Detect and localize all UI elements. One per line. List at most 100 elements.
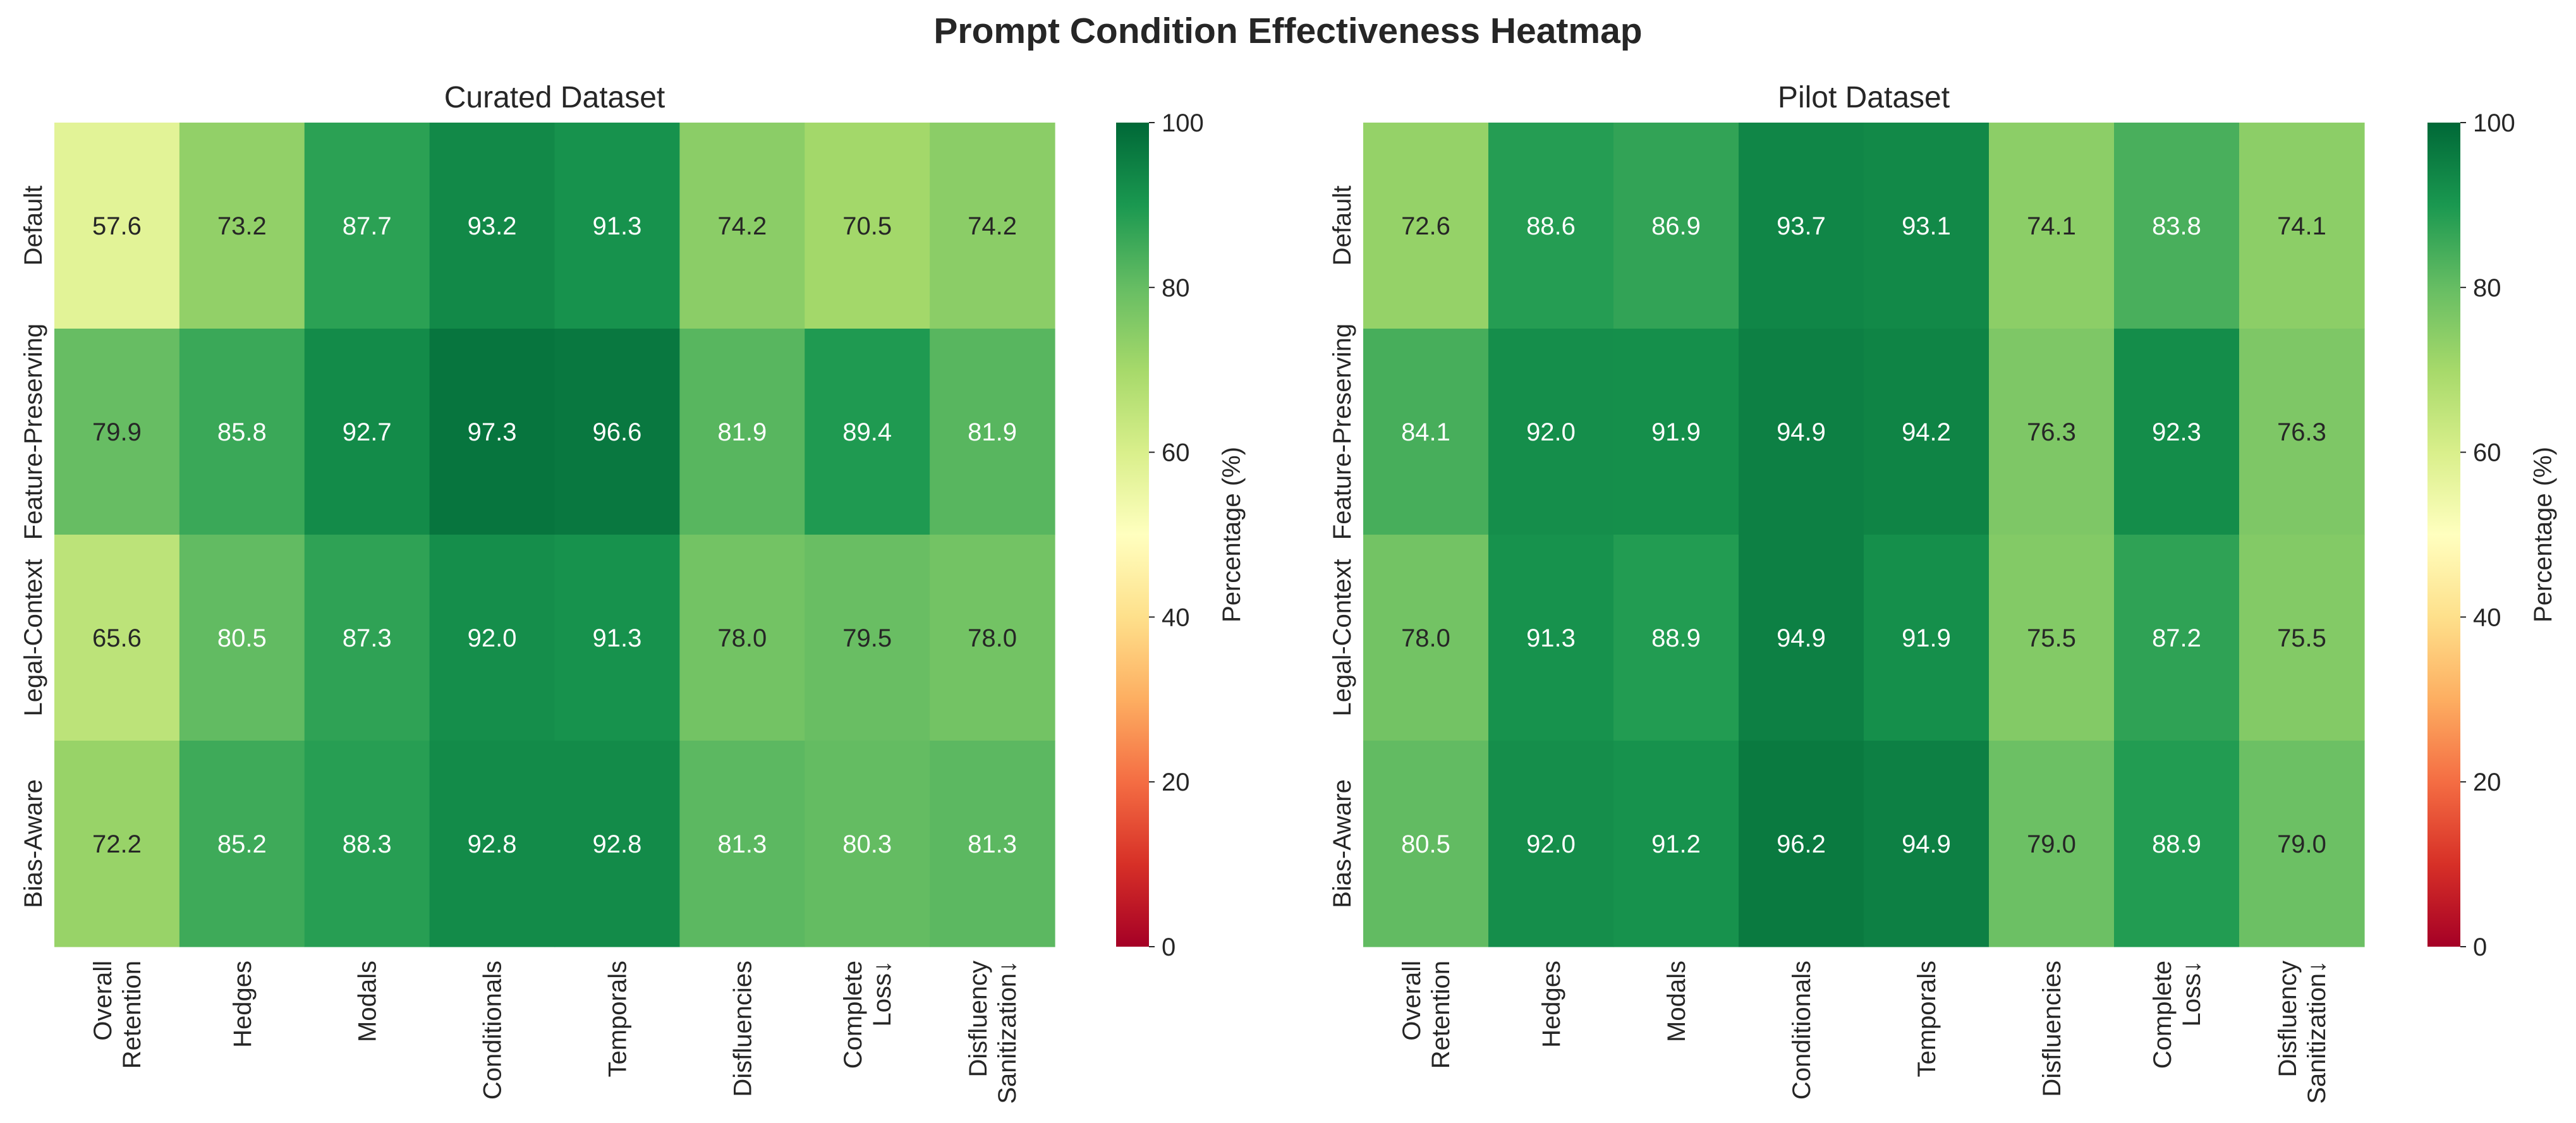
- heatmap-cell: [554, 123, 680, 329]
- heatmap-cell: [179, 535, 305, 741]
- colorbar-label: Percentage (%): [1218, 447, 1246, 622]
- heatmap-cell: [930, 329, 1055, 535]
- row-label: Feature-Preserving: [1328, 324, 1356, 540]
- cell-value-label: 78.0: [1401, 624, 1450, 652]
- cell-value-label: 88.9: [2152, 830, 2201, 858]
- column-label: DisfluencySanitization↓: [2274, 961, 2331, 1104]
- heatmap-cell: [930, 123, 1055, 329]
- colorbar-tick-label: 20: [2473, 768, 2501, 796]
- heatmap-cell: [1864, 741, 1990, 947]
- heatmap-cell: [2114, 123, 2240, 329]
- cell-value-label: 65.6: [92, 624, 142, 652]
- cell-value-label: 57.6: [92, 212, 142, 240]
- heatmap-cell: [1739, 329, 1864, 535]
- heatmap-cell: [1613, 329, 1739, 535]
- heatmap-cell: [1488, 123, 1614, 329]
- heatmap-cell: [679, 741, 805, 947]
- cell-value-label: 87.3: [343, 624, 392, 652]
- heatmap-cell: [679, 329, 805, 535]
- heatmap-panel-1: Curated Dataset 57.6 73.2 87.7 93.2 91.3 74.2 7…: [20, 81, 1246, 1104]
- heatmap-cell: [930, 535, 1055, 741]
- heatmap-cell: [1488, 535, 1614, 741]
- colorbar: [2427, 123, 2460, 947]
- heatmap-cell: [2239, 329, 2365, 535]
- cell-value-label: 97.3: [468, 418, 517, 446]
- cell-value-label: 78.0: [968, 624, 1017, 652]
- heatmap-cell: [1864, 123, 1990, 329]
- heatmap-cell: [54, 123, 180, 329]
- cell-value-label: 94.9: [1777, 418, 1826, 446]
- cell-value-label: 79.9: [92, 418, 142, 446]
- heatmap-cell: [1989, 329, 2115, 535]
- heatmap-cell: [304, 329, 430, 535]
- heatmap-cell: [429, 329, 556, 535]
- cell-value-label: 87.7: [343, 212, 392, 240]
- cell-value-label: 88.6: [1526, 212, 1576, 240]
- column-label: OverallRetention: [1398, 961, 1455, 1069]
- colorbar-tick-label: 100: [2473, 109, 2515, 137]
- heatmap-cell: [1864, 535, 1990, 741]
- figure-title: Prompt Condition Effectiveness Heatmap: [933, 11, 1642, 51]
- cell-value-label: 91.9: [1651, 418, 1701, 446]
- cell-value-label: 94.9: [1902, 830, 1951, 858]
- cell-value-label: 89.4: [842, 418, 892, 446]
- cell-value-label: 96.6: [593, 418, 642, 446]
- colorbar-label: Percentage (%): [2529, 447, 2557, 622]
- row-label: Bias-Aware: [20, 779, 47, 908]
- colorbar-tick-label: 20: [1162, 768, 1190, 796]
- cell-value-label: 75.5: [2027, 624, 2076, 652]
- heatmap-cell: [1488, 741, 1614, 947]
- heatmap-cell: [2239, 741, 2365, 947]
- column-label: Hedges: [1538, 961, 1565, 1048]
- heatmap-panels: Curated Dataset 57.6 73.2 87.7 93.2 91.3 74.2 7…: [20, 81, 2557, 1104]
- cell-value-label: 81.9: [717, 418, 767, 446]
- heatmap-cell: [1989, 123, 2115, 329]
- cell-value-label: 72.6: [1401, 212, 1450, 240]
- heatmap-cell: [1864, 329, 1990, 535]
- colorbar-tick-label: 0: [1162, 933, 1176, 961]
- cell-value-label: 91.2: [1651, 830, 1701, 858]
- cell-value-label: 74.2: [968, 212, 1017, 240]
- column-label: Modals: [1663, 961, 1691, 1042]
- colorbar-tick-label: 0: [2473, 933, 2487, 961]
- cell-value-label: 76.3: [2027, 418, 2076, 446]
- column-label: Temporals: [604, 961, 631, 1077]
- colorbar-tick-label: 80: [1162, 274, 1190, 302]
- column-label: Modals: [354, 961, 382, 1042]
- cell-value-label: 72.2: [92, 830, 142, 858]
- cell-value-label: 91.3: [593, 624, 642, 652]
- colorbar-tick-label: 40: [1162, 604, 1190, 631]
- cell-value-label: 74.2: [717, 212, 767, 240]
- heatmap-cell: [54, 741, 180, 947]
- cell-value-label: 81.3: [717, 830, 767, 858]
- cell-value-label: 79.0: [2277, 830, 2326, 858]
- column-label: Conditionals: [479, 961, 507, 1100]
- heatmap-cell: [554, 535, 680, 741]
- cell-value-label: 91.3: [1526, 624, 1576, 652]
- cell-value-label: 93.7: [1777, 212, 1826, 240]
- cell-value-label: 84.1: [1401, 418, 1450, 446]
- cell-value-label: 81.3: [968, 830, 1017, 858]
- heatmap-cell: [304, 535, 430, 741]
- heatmap-cell: [179, 329, 305, 535]
- colorbar-tick-label: 80: [2473, 274, 2501, 302]
- heatmap-cell: [554, 741, 680, 947]
- heatmap-cell: [1613, 741, 1739, 947]
- heatmap-cell: [1363, 535, 1489, 741]
- heatmap-cell: [1363, 329, 1489, 535]
- heatmap-cell: [304, 741, 430, 947]
- heatmap-cell: [1739, 535, 1864, 741]
- cell-value-label: 92.0: [468, 624, 517, 652]
- cell-value-label: 74.1: [2277, 212, 2326, 240]
- cell-value-label: 70.5: [842, 212, 892, 240]
- heatmap-cell: [805, 741, 930, 947]
- colorbar-tick-label: 40: [2473, 604, 2501, 631]
- column-label: OverallRetention: [89, 961, 146, 1069]
- heatmap-cell: [805, 329, 930, 535]
- colorbar-tick-label: 60: [1162, 439, 1190, 467]
- column-label: Hedges: [229, 961, 257, 1048]
- cell-value-label: 92.0: [1526, 830, 1576, 858]
- heatmap-cell: [54, 535, 180, 741]
- cell-value-label: 91.9: [1902, 624, 1951, 652]
- colorbar-tick-label: 100: [1162, 109, 1204, 137]
